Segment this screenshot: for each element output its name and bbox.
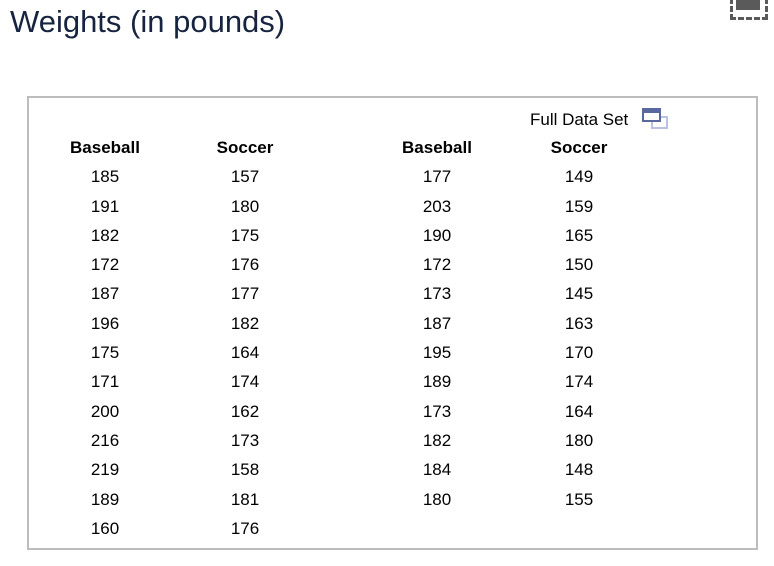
- table-cell: 150: [564, 255, 594, 275]
- table-cell: 173: [422, 284, 452, 304]
- dashed-region-icon-fill: [736, 0, 760, 10]
- table-cell: 189: [90, 489, 120, 509]
- table-cell: 189: [422, 372, 452, 392]
- table-cell: 191: [90, 196, 120, 216]
- table-cell: 175: [230, 225, 260, 245]
- data-panel: Full Data Set Baseball 185 191 182 172 1…: [27, 96, 758, 550]
- table-cell: 174: [230, 372, 260, 392]
- table-cell: 171: [90, 372, 120, 392]
- table-cell: 173: [422, 401, 452, 421]
- table-cell: 155: [564, 489, 594, 509]
- data-column-soccer-right: Soccer 149 159 165 150 145 163 170 174 1…: [519, 133, 639, 514]
- column-header: Soccer: [216, 138, 274, 157]
- table-cell: 170: [564, 343, 594, 363]
- table-cell: 182: [230, 313, 260, 333]
- table-cell: 145: [564, 284, 594, 304]
- table-cell: 172: [90, 255, 120, 275]
- table-cell: 174: [564, 372, 594, 392]
- table-cell: 190: [422, 225, 452, 245]
- table-cell: 203: [422, 196, 452, 216]
- table-cell: 180: [422, 489, 452, 509]
- table-cell: 162: [230, 401, 260, 421]
- table-cell: 149: [564, 167, 594, 187]
- table-cell: 163: [564, 313, 594, 333]
- table-cell: 182: [90, 225, 120, 245]
- table-cell: 177: [230, 284, 260, 304]
- full-data-set-row: Full Data Set: [530, 108, 669, 131]
- full-data-set-label: Full Data Set: [530, 109, 629, 129]
- table-cell: 195: [422, 343, 452, 363]
- column-header: Baseball: [70, 138, 140, 157]
- open-in-new-window-icon-front: [642, 108, 662, 122]
- table-cell: 176: [230, 255, 260, 275]
- table-cell: 148: [564, 460, 594, 480]
- table-cell: 175: [90, 343, 120, 363]
- table-cell: 185: [90, 167, 120, 187]
- table-cell: 200: [90, 401, 120, 421]
- table-cell: 165: [564, 225, 594, 245]
- table-cell: 164: [564, 401, 594, 421]
- table-cell: 173: [230, 430, 260, 450]
- table-cell: 176: [230, 518, 260, 538]
- table-cell: 196: [90, 313, 120, 333]
- table-cell: 180: [230, 196, 260, 216]
- table-cell: 187: [90, 284, 120, 304]
- table-cell: 184: [422, 460, 452, 480]
- table-cell: 219: [90, 460, 120, 480]
- table-cell: 157: [230, 167, 260, 187]
- column-header: Baseball: [402, 138, 472, 157]
- table-cell: 216: [90, 430, 120, 450]
- data-column-baseball-right: Baseball 177 203 190 172 173 187 195 189…: [377, 133, 497, 514]
- table-cell: 159: [564, 196, 594, 216]
- open-in-new-window-icon[interactable]: [642, 108, 669, 131]
- table-cell: 164: [230, 343, 260, 363]
- table-cell: 160: [90, 518, 120, 538]
- page-title: Weights (in pounds): [10, 4, 286, 39]
- table-cell: 182: [422, 430, 452, 450]
- column-header: Soccer: [550, 138, 608, 157]
- table-cell: 177: [422, 167, 452, 187]
- dashed-region-icon[interactable]: [730, 0, 768, 20]
- table-cell: 187: [422, 313, 452, 333]
- table-cell: 181: [230, 489, 260, 509]
- data-column-soccer-left: Soccer 157 180 175 176 177 182 164 174 1…: [185, 133, 305, 543]
- data-column-baseball-left: Baseball 185 191 182 172 187 196 175 171…: [45, 133, 165, 543]
- table-cell: 172: [422, 255, 452, 275]
- table-cell: 180: [564, 430, 594, 450]
- table-cell: 158: [230, 460, 260, 480]
